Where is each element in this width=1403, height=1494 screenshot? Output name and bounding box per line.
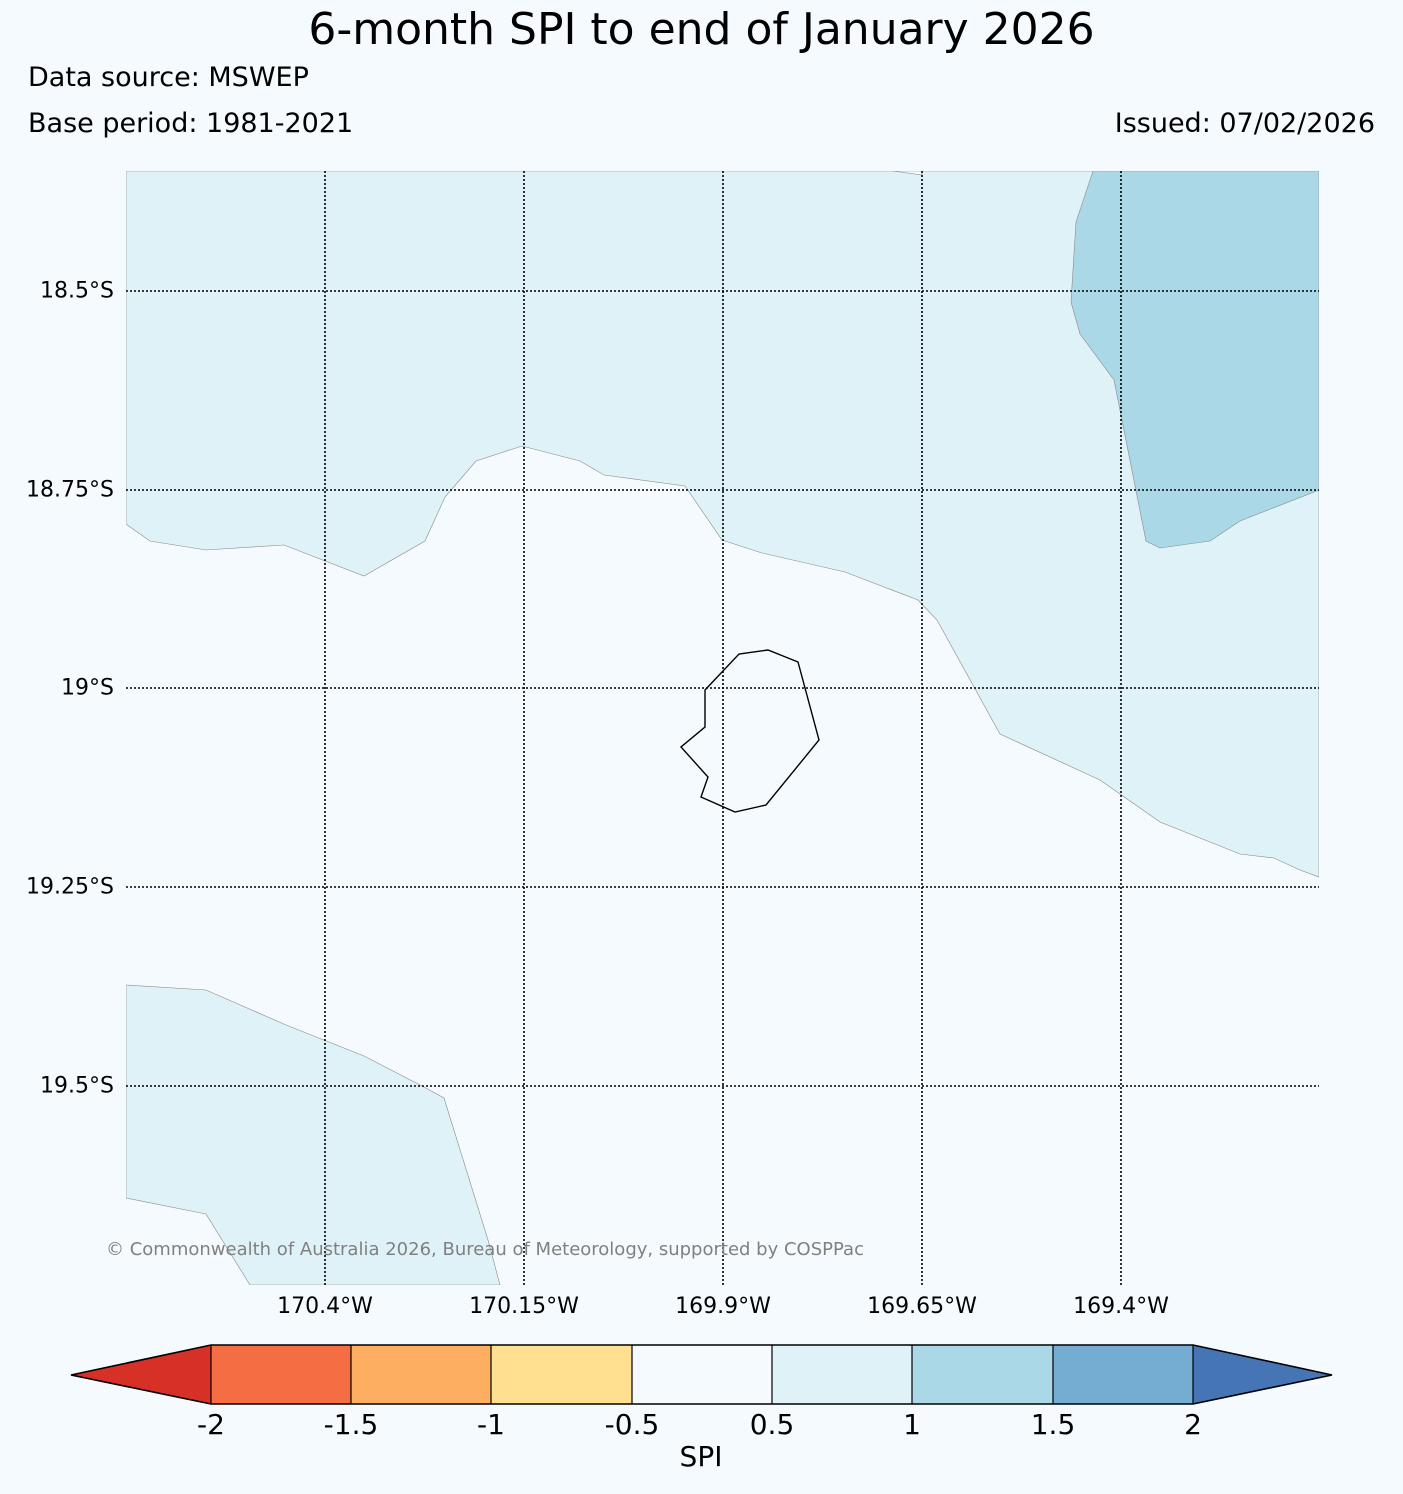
lat-label: 19.25°S (26, 874, 114, 900)
gridlines (126, 171, 1319, 1285)
lat-label: 18.75°S (26, 477, 114, 503)
base-period-label: Base period: 1981-2021 (28, 108, 354, 139)
copyright-notice: © Commonwealth of Australia 2026, Bureau… (106, 1239, 864, 1260)
colorbar-title: SPI (679, 1440, 723, 1473)
lon-label: 170.15°W (469, 1294, 579, 1319)
colorbar-bin (1053, 1345, 1193, 1404)
colorbar-bin (632, 1345, 772, 1404)
lat-label: 19.5°S (40, 1073, 114, 1099)
colorbar-outline (70, 1344, 1333, 1405)
lon-label: 169.4°W (1073, 1294, 1169, 1319)
island-coastline (679, 649, 820, 813)
colorbar-under-arrow (71, 1345, 211, 1404)
spi-region-northeast (1070, 171, 1319, 549)
issued-date-label: Issued: 07/02/2026 (1114, 108, 1375, 139)
data-source-label: Data source: MSWEP (28, 62, 309, 93)
colorbar-tick-label: 1 (903, 1408, 921, 1441)
colorbar-bin (912, 1345, 1053, 1404)
colorbar-dividers (210, 1345, 1194, 1404)
colorbar-tick-label: -1.5 (323, 1408, 379, 1441)
colorbar-tick-label: -2 (197, 1408, 225, 1441)
colorbar-bin (211, 1345, 351, 1404)
map-title: 6-month SPI to end of January 2026 (308, 4, 1095, 55)
colorbar-tick-label: -1 (477, 1408, 505, 1441)
lat-label: 18.5°S (40, 278, 114, 304)
spi-region-southwest (126, 984, 501, 1285)
colorbar-bin (491, 1345, 632, 1404)
lon-label: 169.65°W (867, 1294, 977, 1319)
lon-label: 169.9°W (675, 1294, 771, 1319)
colorbar-bin (772, 1345, 912, 1404)
colorbar-tick-label: 1.5 (1030, 1408, 1076, 1441)
colorbar-tick-label: 2 (1184, 1408, 1202, 1441)
lon-label: 170.4°W (277, 1294, 373, 1319)
colorbar-tick-label: 0.5 (749, 1408, 795, 1441)
lat-label: 19°S (61, 675, 114, 701)
colorbar-over-arrow (1193, 1345, 1332, 1404)
colorbar-tick-label: -0.5 (604, 1408, 660, 1441)
colorbar-bin (351, 1345, 491, 1404)
